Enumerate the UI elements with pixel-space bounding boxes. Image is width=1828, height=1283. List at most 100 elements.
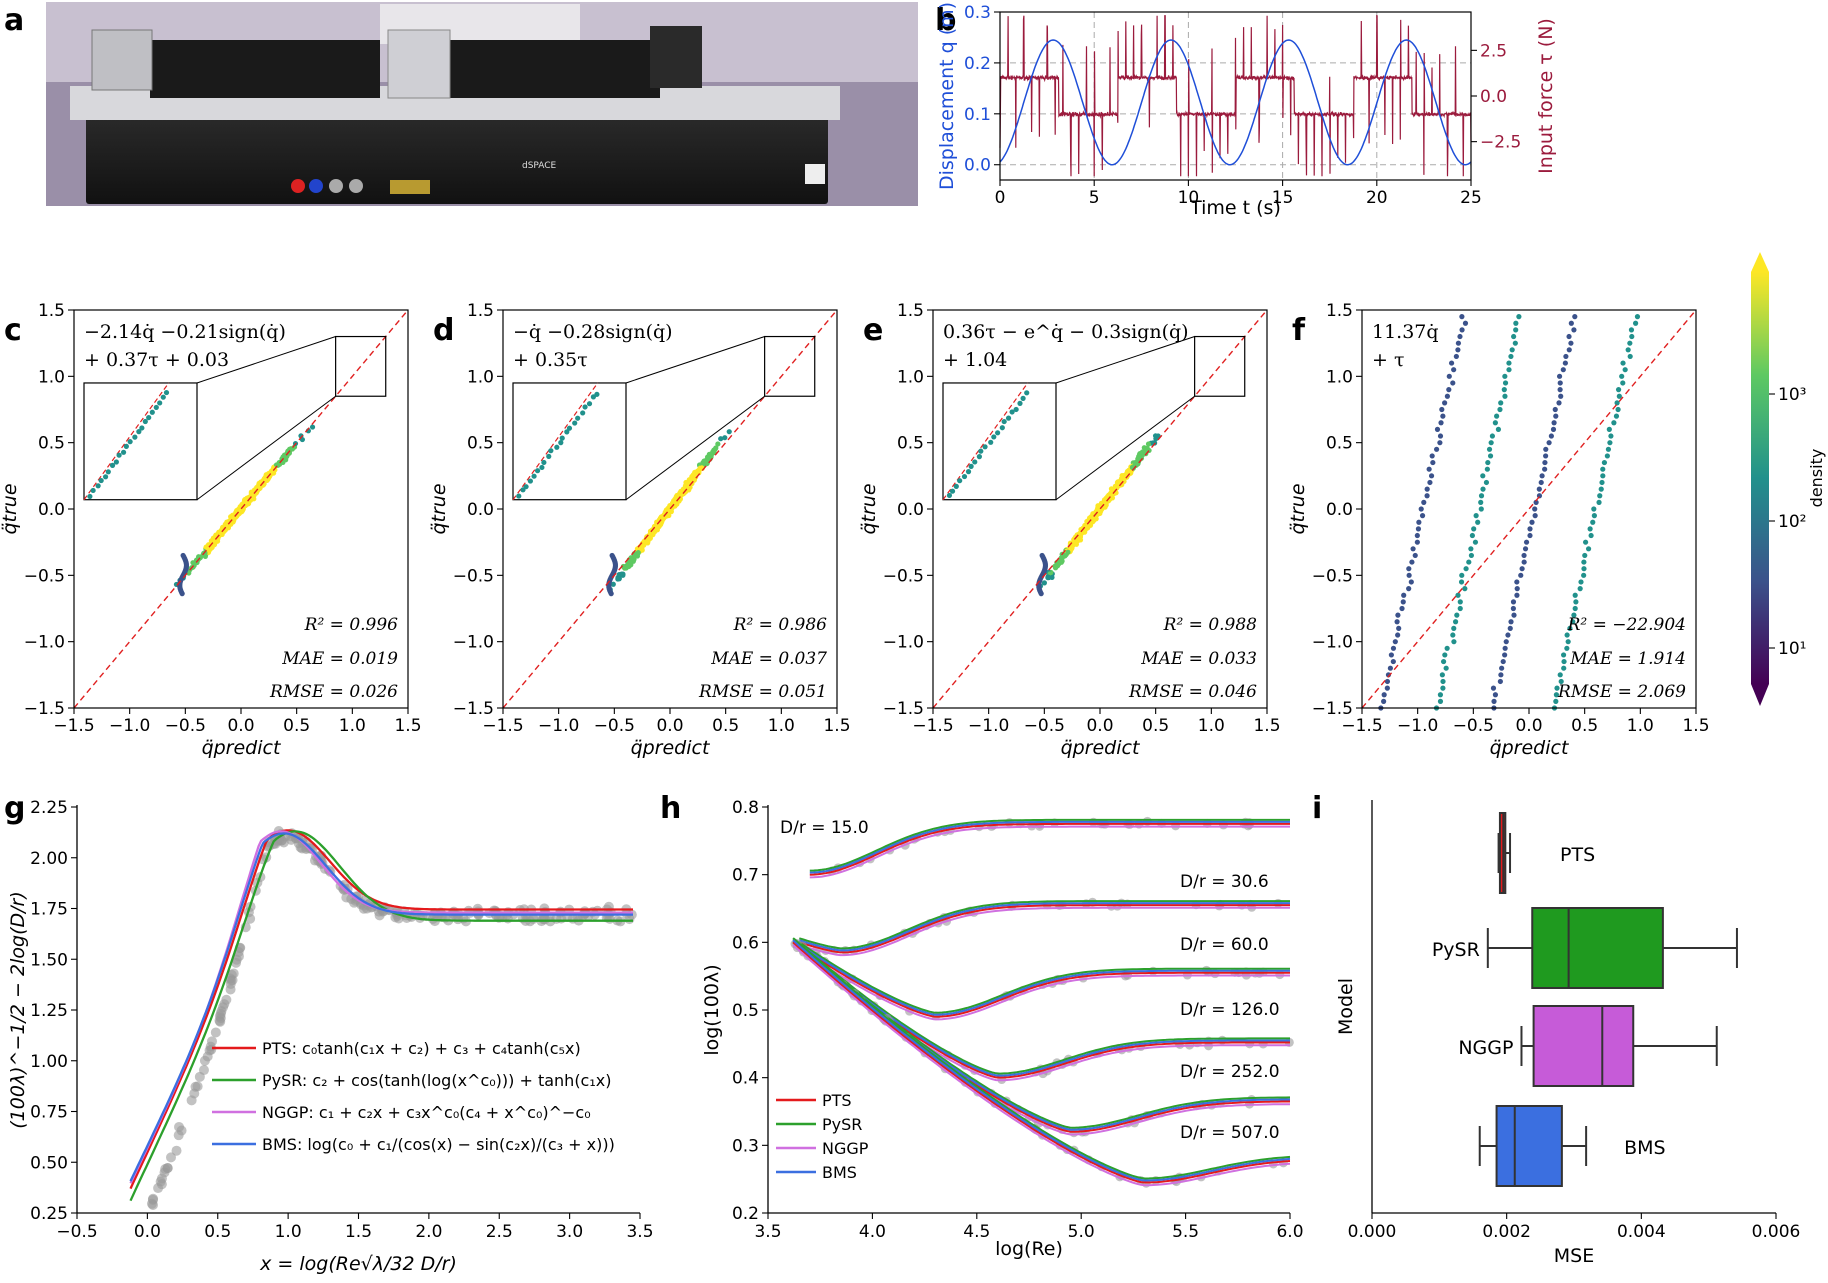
scatter-point xyxy=(618,571,625,577)
scatter-point xyxy=(1490,685,1497,691)
x-tick-label: 10 xyxy=(1178,188,1200,208)
scatter-point xyxy=(623,565,629,571)
colorbar-tick-label: 10³ xyxy=(1778,385,1806,405)
scatter-point xyxy=(610,581,616,587)
x-tick-label: 0.5 xyxy=(204,1222,231,1242)
x-tick-label: −0.5 xyxy=(1453,716,1494,736)
scatter-point xyxy=(1409,559,1415,565)
scatter-point xyxy=(1506,367,1512,373)
inset-point xyxy=(1013,406,1019,413)
scatter-point xyxy=(1553,692,1560,698)
x-tick-label: −1.0 xyxy=(1397,716,1438,736)
curve-label: D/r = 60.0 xyxy=(1180,935,1269,955)
scatter-point xyxy=(1144,445,1150,451)
scatter-point xyxy=(1632,320,1639,326)
scatter-point xyxy=(1519,566,1525,572)
scatter-point xyxy=(1598,486,1604,492)
x-tick-label: 0.000 xyxy=(1348,1222,1397,1242)
equation-line-1: −2.14q̇ −0.21sign(q̇) xyxy=(84,321,286,343)
cart-block xyxy=(387,29,451,99)
scatter-point xyxy=(1453,353,1459,360)
scatter-point xyxy=(1498,672,1504,678)
scatter-point xyxy=(1607,440,1613,446)
scatter-point xyxy=(1444,645,1450,651)
inset-point xyxy=(527,478,533,484)
y-tick-label: −1.0 xyxy=(1312,633,1353,653)
y-axis-label: q̈true xyxy=(858,483,880,534)
scatter-point xyxy=(1459,572,1465,578)
scatter-point xyxy=(1581,566,1587,572)
pysr-curve xyxy=(792,937,1290,1014)
scatter-point xyxy=(1532,506,1538,512)
data-point xyxy=(221,994,232,1005)
pysr-curve xyxy=(809,818,1290,872)
inset-point xyxy=(586,401,593,407)
scatter-point xyxy=(1616,393,1622,399)
panel-g: g −0.5 0.0 0.5 1.0 1.5 2.0 2.5 3.0 3.5 0.25 0.50 0.… xyxy=(4,791,654,1275)
x-tick-label: 0.0 xyxy=(1515,716,1542,736)
inset-point xyxy=(999,425,1005,431)
mae-value: MAE = 0.019 xyxy=(281,649,398,669)
colorbar-tick-label: 10¹ xyxy=(1778,639,1806,659)
pysr-curve xyxy=(792,937,1291,1129)
scatter-point xyxy=(1396,625,1402,632)
scatter-point xyxy=(1557,672,1563,678)
scatter-point xyxy=(635,549,641,556)
scatter-point xyxy=(1401,592,1407,598)
scatter-point xyxy=(1415,526,1422,532)
x-tick-label: 4.5 xyxy=(963,1222,990,1242)
scatter-point xyxy=(1462,320,1469,326)
equation-line-2: + τ xyxy=(1372,349,1404,371)
data-point xyxy=(233,951,244,962)
scatter-point xyxy=(1390,658,1396,665)
scatter-point xyxy=(1554,685,1560,691)
scatter-point xyxy=(1502,652,1508,658)
x-tick-label: 3.5 xyxy=(754,1222,781,1242)
x-tick-label: 0.5 xyxy=(1142,716,1169,736)
nggp-curve xyxy=(798,906,1290,957)
scatter-point xyxy=(1052,565,1059,571)
legend-label-nggp: NGGP xyxy=(822,1139,869,1158)
scatter-point xyxy=(1527,526,1533,532)
panel-letter-g: g xyxy=(4,791,25,826)
data-point xyxy=(194,1071,205,1082)
scatter-point xyxy=(1489,433,1496,439)
scatter-point xyxy=(1463,566,1469,572)
scatter-point xyxy=(709,451,715,457)
scatter-point xyxy=(1558,678,1564,685)
data-point xyxy=(148,1193,159,1204)
scatter-point xyxy=(1471,526,1477,532)
scatter-point xyxy=(1469,532,1475,539)
scatter-point xyxy=(1522,546,1529,552)
scatter-point xyxy=(1442,400,1448,406)
scatter-point xyxy=(1557,380,1563,386)
x-tick-label: 3.0 xyxy=(556,1222,583,1242)
x-tick-label: 1.0 xyxy=(275,1222,302,1242)
curve-label: D/r = 252.0 xyxy=(1180,1062,1280,1082)
scatter-point xyxy=(1433,446,1440,452)
y-tick-label: 0.5 xyxy=(1326,434,1353,454)
colorbar-gradient xyxy=(1751,272,1769,684)
scatter-point xyxy=(1502,393,1508,399)
y-axis-label: q̈true xyxy=(0,483,21,534)
scatter-point xyxy=(608,591,614,597)
y-tick-label: 2.00 xyxy=(30,849,68,869)
curve-label: D/r = 126.0 xyxy=(1180,1000,1280,1020)
r2-value: R² = 0.988 xyxy=(1163,615,1258,635)
equation-line-2: + 0.35τ xyxy=(513,349,588,371)
curve-label: D/r = 30.6 xyxy=(1180,872,1269,892)
y-tick-label: 0.50 xyxy=(30,1153,68,1173)
inset-point xyxy=(95,483,101,489)
scatter-point xyxy=(1557,387,1563,393)
scatter-point xyxy=(1506,360,1512,366)
scatter-point xyxy=(1552,406,1558,413)
inset-point xyxy=(580,410,586,416)
scatter-point xyxy=(1451,639,1457,645)
scatter-point xyxy=(1499,665,1505,671)
inset-point xyxy=(559,435,565,441)
scatter-point xyxy=(1059,554,1065,560)
scatter-point xyxy=(1560,652,1567,658)
nggp-curve xyxy=(809,825,1290,879)
